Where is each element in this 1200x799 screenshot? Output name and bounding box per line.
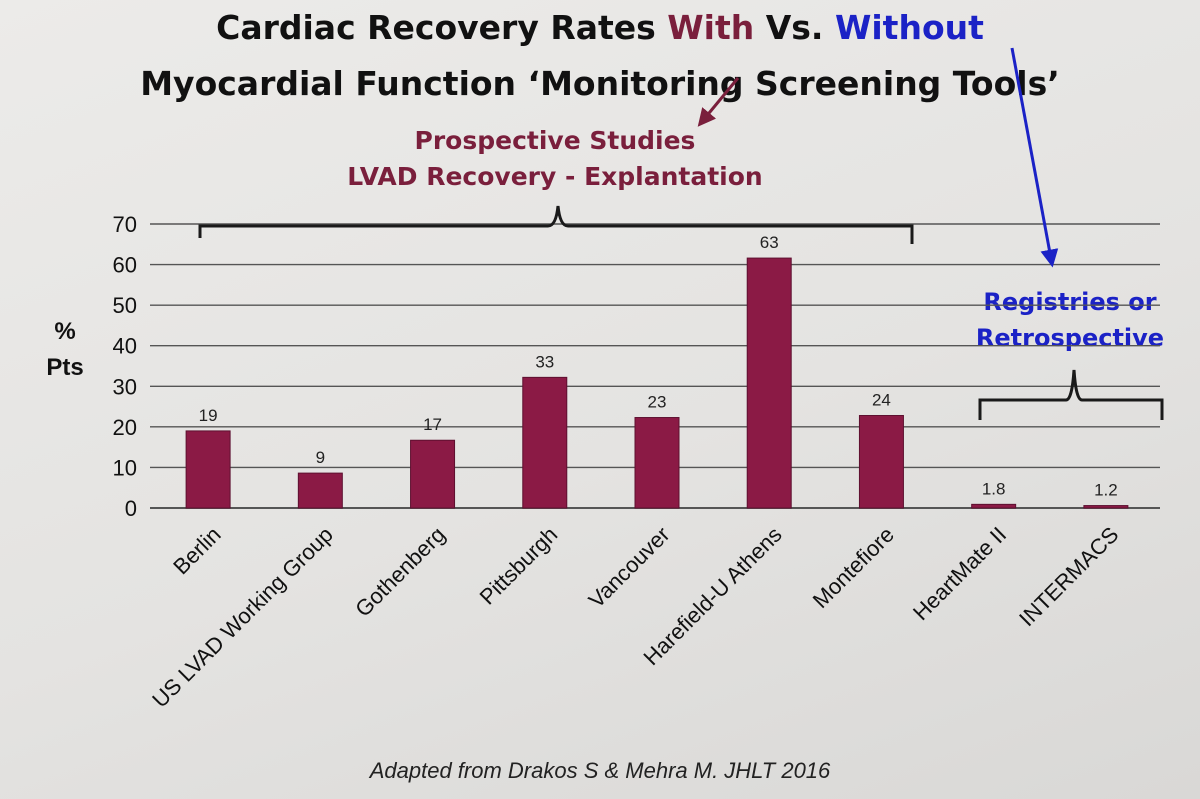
bars: [185, 257, 1129, 509]
x-tick-label: HeartMate II: [908, 522, 1011, 625]
data-label: 1.2: [1094, 481, 1118, 500]
data-labels: 19 9 17 33 23 63 24 1.8 1.2: [199, 233, 1118, 499]
y-tick-labels: 0 10 20 30 40 50 60 70: [113, 212, 137, 521]
y-axis-label-percent: %: [54, 318, 76, 345]
without-arrow: [1010, 47, 1059, 268]
bar: [410, 439, 456, 509]
data-label: 19: [199, 406, 218, 425]
x-tick-label: Pittsburgh: [475, 522, 563, 610]
y-tick-label: 10: [113, 455, 137, 480]
y-tick-label: 0: [125, 496, 137, 521]
registries-label: Registries or: [983, 288, 1157, 316]
title-text-2: Vs.: [754, 8, 835, 47]
bar: [297, 472, 343, 509]
bar: [858, 414, 904, 509]
bar: [185, 430, 231, 509]
lvad-recovery-label: LVAD Recovery - Explantation: [347, 162, 763, 191]
x-tick-label: US LVAD Working Group: [147, 522, 338, 713]
data-label: 23: [648, 393, 667, 412]
bar: [634, 417, 680, 509]
y-axis-label-pts: Pts: [46, 354, 84, 381]
bar: [971, 503, 1017, 509]
chart-title-line-2: Myocardial Function ‘Monitoring Screenin…: [140, 64, 1060, 103]
prospective-bracket: [198, 205, 914, 244]
x-tick-label: Berlin: [168, 522, 225, 579]
bar: [746, 257, 792, 509]
data-label: 1.8: [982, 479, 1006, 498]
y-tick-label: 30: [113, 374, 137, 399]
y-tick-label: 60: [113, 253, 137, 278]
data-label: 24: [872, 390, 891, 409]
y-tick-label: 50: [113, 293, 137, 318]
registries-bracket: [978, 369, 1164, 420]
with-arrow: [697, 77, 740, 127]
title-with-word: With: [667, 8, 755, 47]
y-tick-label: 70: [113, 212, 137, 237]
source-footer: Adapted from Drakos S & Mehra M. JHLT 20…: [369, 758, 831, 783]
chart-title-line-1: Cardiac Recovery Rates With Vs. Without: [0, 8, 1200, 47]
bar: [522, 376, 568, 509]
x-tick-label: Gothenberg: [350, 522, 450, 622]
y-tick-label: 20: [113, 415, 137, 440]
x-tick-label: Vancouver: [584, 522, 675, 613]
data-label: 9: [316, 448, 325, 467]
x-tick-label: Montefiore: [808, 522, 899, 613]
x-tick-label: INTERMACS: [1014, 522, 1123, 631]
data-label: 33: [535, 352, 554, 371]
title-text-1: Cardiac Recovery Rates: [216, 8, 668, 47]
retrospective-label: Retrospective: [975, 324, 1165, 352]
data-label: 63: [760, 233, 779, 252]
data-label: 17: [423, 415, 442, 434]
title-without-word: Without: [834, 8, 984, 47]
prospective-studies-label: Prospective Studies: [414, 126, 696, 155]
y-tick-label: 40: [113, 334, 137, 359]
bar: [1083, 505, 1129, 509]
